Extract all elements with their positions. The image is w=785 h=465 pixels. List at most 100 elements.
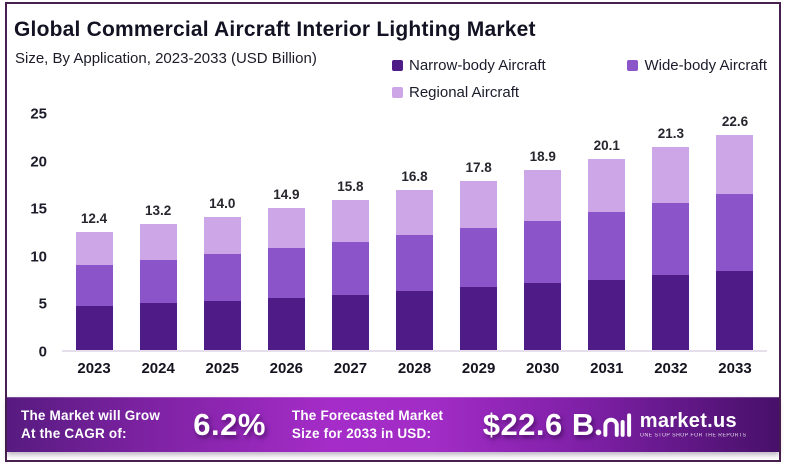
- forecast-label-line1: The Forecasted Market: [291, 407, 444, 423]
- bar-total-label: 21.3: [657, 126, 685, 142]
- bar-column-2025: 14.0: [190, 114, 254, 350]
- bar-stack: [460, 180, 498, 350]
- x-tick-label-2028: 2028: [397, 360, 432, 377]
- legend: Narrow-body Aircraft Wide-body Aircraft …: [392, 57, 767, 101]
- forecast-label: The Forecasted Market Size for 2033 in U…: [292, 407, 467, 442]
- bar-stack: [652, 147, 690, 350]
- x-tick-label-2030: 2030: [526, 360, 560, 377]
- cagr-label: The Market will Grow At the CAGR of:: [21, 407, 173, 442]
- x-tick-label-2027: 2027: [333, 360, 368, 377]
- bar-total-label: 18.9: [529, 149, 556, 165]
- bar-segment-wide-body-aircraft: [267, 248, 305, 298]
- bar-total-label: 14.0: [209, 195, 236, 211]
- bar-segment-narrow-body-aircraft: [652, 274, 690, 350]
- plot-area: 12.4 13.2 14.0 14.9 15.8 16.8 17.8 18.9 20.1 21.3…: [62, 114, 767, 352]
- cagr-label-line2: At the CAGR of:: [21, 425, 127, 441]
- bar-segment-narrow-body-aircraft: [267, 297, 305, 350]
- bar-stack: [203, 216, 241, 350]
- bar-total-label: 20.1: [593, 137, 620, 153]
- bar-column-2023: 12.4: [62, 114, 126, 350]
- bar-segment-narrow-body-aircraft: [460, 287, 498, 350]
- bar-stack: [75, 231, 113, 350]
- bar-segment-narrow-body-aircraft: [716, 270, 754, 350]
- y-tick-label: 20: [30, 153, 47, 171]
- x-tick-label-2031: 2031: [590, 360, 624, 377]
- bar-stack: [524, 170, 562, 350]
- bar-segment-narrow-body-aircraft: [524, 283, 562, 350]
- bar-segment-wide-body-aircraft: [588, 211, 626, 280]
- bar-column-2024: 13.2: [126, 114, 190, 350]
- bar-segment-wide-body-aircraft: [396, 234, 434, 291]
- x-tick-label-2023: 2023: [77, 360, 111, 377]
- chart-card: Global Commercial Aircraft Interior Ligh…: [5, 2, 781, 462]
- brand-logo: market.us ONE STOP SHOP FOR THE REPORTS: [595, 411, 765, 439]
- bar-total-label: 22.6: [721, 113, 749, 129]
- bar-segment-narrow-body-aircraft: [139, 303, 177, 350]
- x-tick-label-2026: 2026: [269, 360, 304, 377]
- y-tick-label: 10: [30, 248, 47, 266]
- x-tick-label-2025: 2025: [205, 360, 239, 377]
- y-tick-label: 5: [38, 295, 47, 313]
- legend-label-wide-body: Wide-body Aircraft: [644, 57, 767, 74]
- bar-segment-regional-aircraft: [267, 208, 305, 249]
- legend-label-regional: Regional Aircraft: [409, 84, 520, 101]
- x-axis: 2023 2024 2025 2026 2027 2028 2029 2030 2031 2032…: [62, 360, 767, 377]
- bar-column-2030: 18.9: [511, 114, 575, 350]
- bar-segment-regional-aircraft: [396, 190, 434, 235]
- bar-segment-regional-aircraft: [460, 180, 498, 229]
- y-tick-label: 0: [38, 343, 47, 361]
- marketus-logo-icon: [595, 412, 631, 437]
- y-axis: 0 5 10 15 20 25: [7, 106, 47, 361]
- legend-swatch-narrow-body-icon: [392, 60, 403, 71]
- bar-stack: [331, 199, 369, 350]
- bar-column-2029: 17.8: [447, 114, 511, 350]
- x-tick-label-2024: 2024: [141, 360, 175, 377]
- bar-segment-regional-aircraft: [139, 224, 177, 260]
- bar-segment-narrow-body-aircraft: [331, 294, 369, 350]
- bar-segment-wide-body-aircraft: [716, 193, 754, 271]
- bar-segment-regional-aircraft: [588, 158, 626, 212]
- bar-segment-wide-body-aircraft: [524, 220, 562, 284]
- bar-segment-narrow-body-aircraft: [203, 300, 241, 350]
- cagr-value: 6.2%: [193, 406, 266, 442]
- bar-total-label: 15.8: [337, 178, 364, 194]
- forecast-label-line2: Size for 2033 in USD:: [291, 425, 432, 441]
- bar-total-label: 12.4: [80, 210, 108, 226]
- bar-segment-narrow-body-aircraft: [396, 290, 434, 350]
- bar-column-2031: 20.1: [575, 114, 639, 350]
- bar-column-2032: 21.3: [639, 114, 703, 350]
- legend-item-regional: Regional Aircraft: [392, 84, 767, 101]
- bar-segment-regional-aircraft: [652, 147, 690, 204]
- legend-swatch-regional-icon: [392, 87, 403, 98]
- brand-tagline: ONE STOP SHOP FOR THE REPORTS: [639, 432, 747, 438]
- bar-stack: [716, 134, 754, 350]
- bar-column-2027: 15.8: [318, 114, 382, 350]
- bar-stack: [267, 208, 305, 350]
- page-title: Global Commercial Aircraft Interior Ligh…: [14, 18, 536, 41]
- y-tick-label: 25: [30, 105, 47, 123]
- cagr-label-line1: The Market will Grow: [21, 407, 161, 423]
- bar-segment-regional-aircraft: [203, 216, 241, 254]
- forecast-value: $22.6 B: [482, 406, 595, 442]
- chart-subtitle: Size, By Application, 2023-2033 (USD Bil…: [15, 50, 317, 67]
- bar-segment-narrow-body-aircraft: [588, 279, 626, 350]
- y-tick-label: 15: [30, 200, 47, 218]
- bar-segment-regional-aircraft: [524, 170, 562, 221]
- bar-stack: [588, 158, 626, 350]
- legend-swatch-wide-body-icon: [627, 60, 639, 71]
- bar-segment-wide-body-aircraft: [331, 242, 369, 295]
- bar-segment-regional-aircraft: [331, 199, 369, 243]
- brand-name: market.us: [639, 409, 737, 432]
- x-tick-label-2029: 2029: [461, 360, 496, 377]
- bar-segment-wide-body-aircraft: [75, 265, 113, 307]
- bar-segment-regional-aircraft: [75, 231, 113, 266]
- bar-segment-wide-body-aircraft: [139, 259, 177, 304]
- bar-segment-wide-body-aircraft: [652, 203, 690, 275]
- legend-item-narrow-body: Narrow-body Aircraft: [392, 57, 546, 74]
- bar-stack: [139, 224, 177, 350]
- bar-column-2033: 22.6: [703, 114, 767, 350]
- bar-segment-wide-body-aircraft: [203, 253, 241, 301]
- bar-segment-regional-aircraft: [716, 134, 754, 194]
- bar-total-label: 16.8: [401, 169, 428, 185]
- footer-banner: The Market will Grow At the CAGR of: 6.2…: [7, 397, 779, 452]
